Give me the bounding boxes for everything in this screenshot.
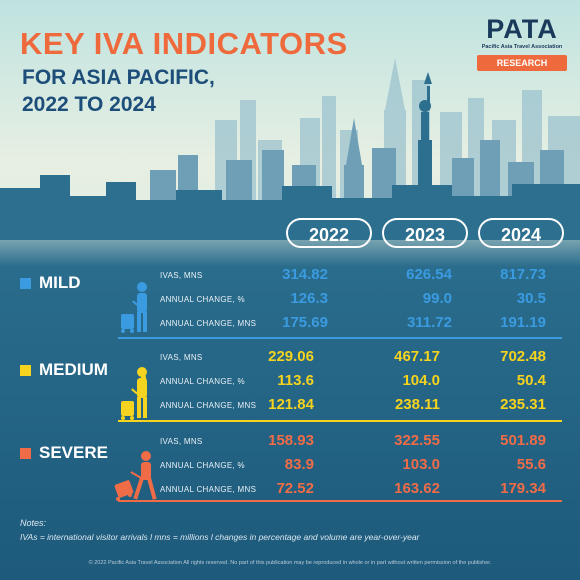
year-pill-2023: 2023 — [382, 218, 468, 248]
scenario-name: SEVERE — [39, 443, 108, 462]
year-pill-2024: 2024 — [478, 218, 564, 248]
mild-change-mns-2022: 175.69 — [282, 314, 328, 331]
medium-change-pct-2023: 104.0 — [402, 372, 440, 389]
row-label-annual-change-pct: ANNUAL CHANGE, % — [160, 295, 245, 304]
scenario-label-severe: SEVERE — [20, 443, 108, 463]
year-pill-2022: 2022 — [286, 218, 372, 248]
mild-ivas-2024: 817.73 — [500, 266, 546, 283]
mild-divider — [118, 337, 562, 339]
mild-change-mns-2024: 191.19 — [500, 314, 546, 331]
medium-change-mns-2022: 121.84 — [268, 396, 314, 413]
row-label-annual-change-pct: ANNUAL CHANGE, % — [160, 461, 245, 470]
main-title: KEY IVA INDICATORS — [20, 26, 348, 61]
logo-wordmark: PATA — [486, 14, 558, 44]
subtitle-line-2: 2022 TO 2024 — [22, 93, 156, 116]
severe-change-pct-2022: 83.9 — [284, 456, 314, 473]
row-label-ivas: IVAS, MNS — [160, 437, 203, 446]
mild-ivas-2022: 314.82 — [282, 266, 328, 283]
mild-color-square — [20, 277, 31, 289]
medium-color-square — [20, 364, 31, 376]
logo-full-name: Pacific Asia Travel Association — [481, 44, 563, 50]
severe-change-mns-2024: 179.34 — [500, 480, 546, 497]
subtitle-line-1: FOR ASIA PACIFIC, — [22, 66, 215, 89]
row-label-ivas: IVAS, MNS — [160, 353, 203, 362]
severe-ivas-2024: 501.89 — [500, 432, 546, 449]
traveler-with-suitcase-icon — [121, 282, 147, 333]
row-label-annual-change-mns: ANNUAL CHANGE, MNS — [160, 319, 257, 328]
medium-change-mns-2023: 238.11 — [394, 396, 440, 413]
traveler-walking-with-suitcase-icon — [114, 451, 157, 501]
pata-logo: PATA Pacific Asia Travel Association RES… — [474, 14, 570, 71]
medium-change-mns-2024: 235.31 — [500, 396, 546, 413]
severe-ivas-2023: 322.55 — [394, 432, 440, 449]
medium-divider — [118, 420, 562, 422]
medium-change-pct-2024: 50.4 — [516, 372, 546, 389]
medium-ivas-2022: 229.06 — [268, 348, 314, 365]
severe-color-square — [20, 447, 31, 459]
severe-change-mns-2022: 72.52 — [276, 480, 314, 497]
row-label-annual-change-mns: ANNUAL CHANGE, MNS — [160, 401, 257, 410]
severe-divider — [118, 500, 562, 502]
subtitle: FOR ASIA PACIFIC, 2022 TO 2024 — [22, 64, 215, 118]
notes-heading: Notes: — [20, 518, 47, 528]
notes-text: IVAs = international visitor arrivals l … — [20, 532, 420, 542]
scenario-name: MILD — [39, 273, 81, 292]
medium-ivas-2024: 702.48 — [500, 348, 546, 365]
research-badge: RESEARCH — [477, 55, 567, 71]
mild-ivas-2023: 626.54 — [406, 266, 452, 283]
mild-change-pct-2022: 126.3 — [290, 290, 328, 307]
scenario-label-medium: MEDIUM — [20, 360, 108, 380]
row-label-annual-change-mns: ANNUAL CHANGE, MNS — [160, 485, 257, 494]
severe-change-pct-2024: 55.6 — [516, 456, 546, 473]
severe-change-pct-2023: 103.0 — [402, 456, 440, 473]
row-label-ivas: IVAS, MNS — [160, 271, 203, 280]
mild-change-pct-2024: 30.5 — [516, 290, 546, 307]
medium-ivas-2023: 467.17 — [394, 348, 440, 365]
row-label-annual-change-pct: ANNUAL CHANGE, % — [160, 377, 245, 386]
mild-change-mns-2023: 311.72 — [406, 314, 452, 331]
traveler-with-suitcase-icon — [121, 367, 147, 420]
copyright-footer: © 2022 Pacific Asia Travel Association A… — [88, 560, 492, 566]
severe-change-mns-2023: 163.62 — [394, 480, 440, 497]
scenario-name: MEDIUM — [39, 360, 108, 379]
mild-change-pct-2023: 99.0 — [422, 290, 452, 307]
medium-change-pct-2022: 113.6 — [277, 372, 314, 389]
severe-ivas-2022: 158.93 — [268, 432, 314, 449]
scenario-label-mild: MILD — [20, 273, 81, 293]
